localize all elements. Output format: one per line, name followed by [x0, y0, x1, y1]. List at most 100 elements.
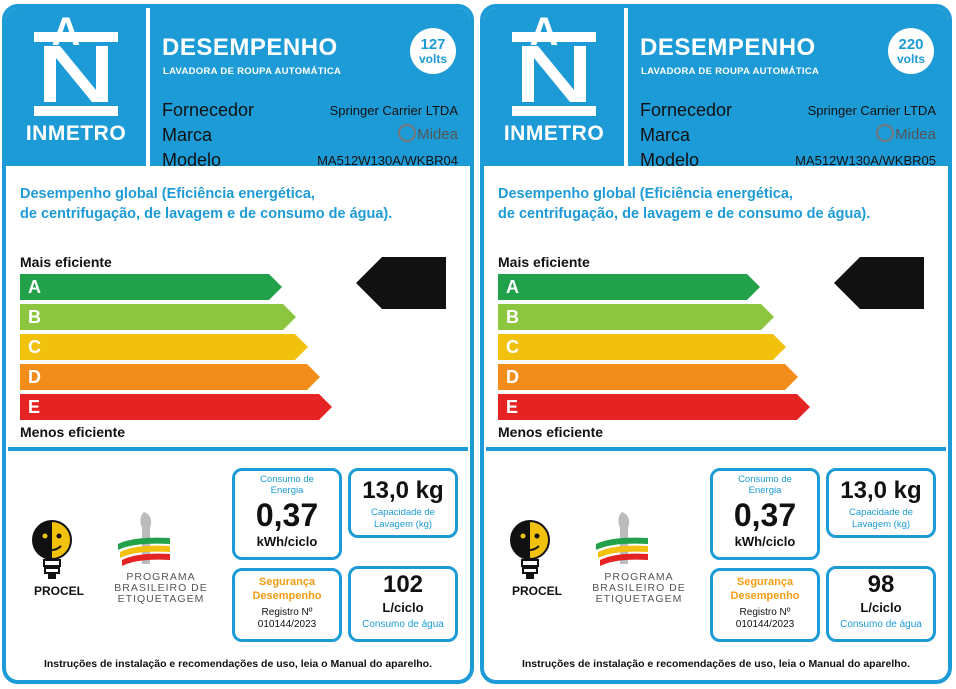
capacity-box: 13,0 kg Capacidade de Lavagem (kg)	[826, 468, 936, 538]
label-subtitle: LAVADORA DE ROUPA AUTOMÁTICA	[163, 66, 342, 77]
water-title: Consumo de água	[840, 619, 922, 630]
model-value: MA512W130A/WKBR04	[317, 153, 458, 168]
capacity-title: Capacidade de Lavagem (kg)	[829, 507, 933, 531]
registry: Registro Nº 010144/2023	[235, 607, 339, 631]
energy-title-1: Consumo de	[738, 474, 792, 485]
energy-unit: kWh/ciclo	[256, 534, 318, 549]
registry-value: 010144/2023	[735, 619, 795, 630]
efficiency-bar-letter: E	[28, 397, 41, 417]
inmetro-logo: INMETRO	[6, 8, 146, 166]
inmetro-logo-text: INMETRO	[25, 122, 127, 145]
capacity-title-2: Lavagem (kg)	[373, 519, 433, 530]
brand-logo: Midea	[876, 124, 936, 143]
efficiency-bar-letter: A	[506, 277, 519, 297]
voltage-number: 127	[420, 36, 446, 53]
efficiency-bar-shape	[498, 334, 786, 360]
efficiency-bar-letter: C	[506, 337, 519, 357]
performance-line-2: de centrifugação, de lavagem e de consum…	[20, 206, 393, 222]
efficiency-bar-a: A	[20, 274, 282, 300]
procel-mascot-icon	[32, 520, 72, 579]
label-subtitle: LAVADORA DE ROUPA AUTOMÁTICA	[641, 66, 820, 77]
efficiency-bar-c: C	[20, 334, 308, 360]
divider	[8, 447, 468, 451]
safety-title: Segurança Desempenho	[713, 575, 817, 603]
procel-mascot-icon	[510, 520, 550, 579]
water-consumption-box: 98 L/ciclo Consumo de água	[826, 566, 936, 642]
pbe-text: PROGRAMA BRASILEIRO DE ETIQUETAGEM	[584, 572, 694, 605]
least-efficient-label: Menos eficiente	[20, 424, 126, 440]
brand-logo: Midea	[398, 124, 458, 143]
midea-logo-icon	[398, 124, 417, 142]
efficiency-bar-c: C	[498, 334, 786, 360]
brand-value: Midea	[895, 126, 936, 143]
voltage-unit: volts	[896, 52, 925, 66]
pbe-logo-icon	[118, 512, 170, 566]
model-label: Modelo	[640, 150, 700, 170]
pbe-line-1: PROGRAMA	[126, 571, 196, 583]
energy-title: Consumo de Energia	[235, 474, 339, 496]
performance-line-2: de centrifugação, de lavagem e de consum…	[498, 206, 871, 222]
model-label: Modelo	[162, 150, 222, 170]
water-consumption-box: 102 L/ciclo Consumo de água	[348, 566, 458, 642]
efficiency-bar-e: E	[20, 394, 332, 420]
most-efficient-label: Mais eficiente	[20, 254, 112, 270]
label-title: DESEMPENHO	[162, 34, 338, 61]
performance-description: Desempenho global (Eficiência energética…	[20, 184, 392, 224]
rating-letter: A	[529, 10, 559, 54]
supplier-row: Fornecedor Springer Carrier LTDA	[162, 100, 458, 124]
efficiency-bar-shape	[20, 334, 308, 360]
safety-title-1: Segurança	[736, 576, 794, 588]
voltage-number: 220	[898, 36, 924, 53]
pbe-logo-icon	[596, 512, 648, 566]
label-title: DESEMPENHO	[640, 34, 816, 61]
brand-value: Midea	[417, 126, 458, 143]
safety-title-2: Desempenho	[730, 590, 800, 602]
performance-line-1: Desempenho global (Eficiência energética…	[498, 186, 793, 202]
registry: Registro Nº 010144/2023	[713, 607, 817, 631]
efficiency-bar-e: E	[498, 394, 810, 420]
midea-logo-icon	[876, 124, 895, 142]
safety-title-2: Desempenho	[252, 590, 322, 602]
efficiency-bar-a: A	[498, 274, 760, 300]
efficiency-bar-d: D	[20, 364, 320, 390]
divider	[486, 447, 946, 451]
model-row: Modelo MA512W130A/WKBR04	[162, 150, 458, 174]
pbe-line-1: PROGRAMA	[604, 571, 674, 583]
energy-label-220v: INMETRO DESEMPENHO LAVADORA DE ROUPA AUT…	[480, 4, 952, 684]
energy-consumption-box: Consumo de Energia 0,37 kWh/ciclo	[710, 468, 820, 560]
voltage-badge: 127 volts	[410, 28, 456, 74]
model-row: Modelo MA512W130A/WKBR05	[640, 150, 936, 174]
efficiency-bar-letter: D	[506, 367, 519, 387]
pbe-line-3: ETIQUETAGEM	[595, 593, 683, 605]
supplier-label: Fornecedor	[162, 100, 255, 120]
water-value: 102	[382, 571, 424, 598]
efficiency-bar-d: D	[498, 364, 798, 390]
registry-label: Registro Nº	[261, 607, 313, 618]
brand-row: Marca Midea	[162, 124, 458, 149]
efficiency-bar-shape	[498, 364, 798, 390]
capacity-box: 13,0 kg Capacidade de Lavagem (kg)	[348, 468, 458, 538]
registry-label: Registro Nº	[739, 607, 791, 618]
registry-value: 010144/2023	[257, 619, 317, 630]
procel-text: PROCEL	[512, 584, 563, 598]
efficiency-bar-shape	[498, 304, 774, 330]
efficiency-bar-shape	[20, 364, 320, 390]
capacity-title-1: Capacidade de	[371, 507, 435, 518]
efficiency-bar-b: B	[20, 304, 296, 330]
efficiency-bar-letter: D	[28, 367, 41, 387]
efficiency-bar-letter: C	[28, 337, 41, 357]
pbe-line-2: BRASILEIRO DE	[114, 582, 208, 594]
voltage-unit: volts	[418, 52, 447, 66]
efficiency-bar-letter: B	[28, 307, 41, 327]
supplier-row: Fornecedor Springer Carrier LTDA	[640, 100, 936, 124]
footer-note: Instruções de instalação e recomendações…	[521, 658, 911, 670]
supplier-value: Springer Carrier LTDA	[807, 103, 936, 118]
performance-description: Desempenho global (Eficiência energética…	[498, 184, 870, 224]
water-value: 98	[867, 571, 895, 598]
energy-title: Consumo de Energia	[713, 474, 817, 496]
safety-title: Segurança Desempenho	[235, 575, 339, 603]
safety-box: Segurança Desempenho Registro Nº 010144/…	[710, 568, 820, 642]
safety-box: Segurança Desempenho Registro Nº 010144/…	[232, 568, 342, 642]
inmetro-logo: INMETRO	[484, 8, 624, 166]
energy-consumption-box: Consumo de Energia 0,37 kWh/ciclo	[232, 468, 342, 560]
